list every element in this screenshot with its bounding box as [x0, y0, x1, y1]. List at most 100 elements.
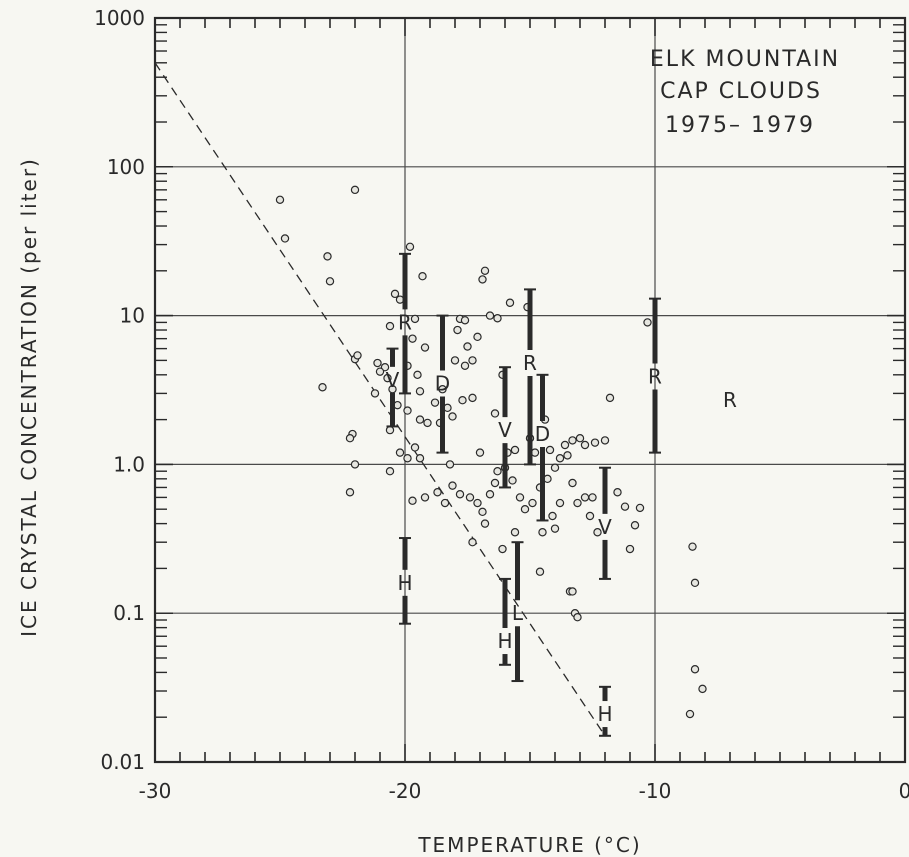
y-tick-label: 1.0: [113, 452, 145, 476]
data-point: [643, 318, 652, 327]
data-point: [548, 511, 557, 521]
data-point: [275, 195, 285, 205]
data-point: [508, 476, 517, 485]
data-point: [568, 478, 577, 488]
data-point: [280, 234, 290, 243]
data-point: [698, 684, 707, 694]
data-point: [573, 498, 582, 508]
data-point: [550, 463, 560, 472]
data-point: [613, 488, 622, 497]
x-axis-title: TEMPERATURE (°C): [417, 833, 641, 857]
range-bar-label: V: [598, 515, 612, 539]
x-tick-label: -10: [639, 779, 672, 803]
data-point: [573, 612, 582, 622]
data-point: [385, 321, 395, 331]
data-point: [420, 343, 430, 352]
data-point: [323, 252, 332, 261]
data-point: [580, 440, 590, 450]
data-point: [433, 488, 442, 497]
data-point: [590, 438, 600, 447]
data-point: [510, 528, 520, 537]
data-point: [625, 544, 635, 554]
data-point: [568, 587, 577, 596]
data-point: [498, 544, 507, 554]
data-point: [493, 467, 502, 476]
data-point: [420, 493, 430, 502]
extra-labels: R: [723, 388, 737, 412]
annotation-line-1: ELK MOUNTAIN: [650, 47, 840, 72]
data-point: [535, 567, 545, 576]
data-point: [480, 519, 490, 528]
data-point: [473, 332, 482, 342]
data-point: [405, 242, 415, 251]
data-point: [430, 398, 440, 407]
data-point: [350, 185, 360, 195]
data-point: [690, 578, 700, 588]
data-point: [388, 385, 397, 394]
range-bar-label: D: [535, 422, 550, 446]
y-tick-label: 1000: [94, 6, 145, 30]
data-point: [440, 498, 450, 508]
data-point: [460, 361, 470, 370]
data-point: [490, 478, 500, 488]
data-point: [370, 389, 380, 398]
data-point: [485, 311, 495, 320]
data-point: [375, 367, 385, 376]
data-point: [520, 504, 530, 514]
x-tick-label: -20: [389, 779, 422, 803]
data-point: [528, 498, 537, 508]
data-point: [458, 396, 467, 405]
data-point: [415, 454, 425, 463]
data-point: [455, 490, 465, 499]
data-point: [415, 415, 425, 424]
data-point: [550, 524, 560, 533]
data-point: [480, 266, 490, 276]
data-point: [410, 314, 420, 324]
data-point: [345, 433, 355, 443]
data-point: [445, 460, 455, 469]
data-point: [395, 448, 405, 457]
range-bar-label: R: [523, 351, 537, 375]
y-tick-label: 10: [120, 304, 145, 328]
data-point: [555, 454, 565, 463]
data-point: [688, 542, 697, 551]
data-point: [468, 393, 477, 403]
data-point: [478, 275, 487, 284]
range-bar-label: H: [597, 702, 612, 726]
plot-frame: [153, 16, 907, 764]
range-bar-label: H: [497, 629, 512, 653]
data-point: [585, 511, 595, 521]
data-point: [450, 356, 460, 365]
y-tick-labels: 0.01 0.1 1.0 10 100 1000: [94, 6, 145, 774]
data-point: [563, 451, 572, 460]
data-point: [580, 493, 590, 502]
data-point: [448, 481, 457, 490]
data-point: [468, 356, 477, 365]
data-point: [515, 493, 525, 502]
data-point: [685, 709, 695, 719]
data-point: [475, 448, 485, 457]
y-tick-label: 0.01: [100, 750, 145, 774]
data-point: [620, 502, 630, 511]
y-tick-label: 100: [107, 155, 145, 179]
data-point: [383, 373, 392, 383]
range-bar-label: D: [435, 371, 450, 395]
y-axis-title: ICE CRYSTAL CONCENTRATION (per liter): [17, 157, 41, 637]
data-point: [485, 490, 495, 499]
data-point: [690, 665, 700, 674]
axis-ticks: [154, 17, 906, 763]
y-tick-label: 0.1: [113, 601, 145, 625]
data-point: [463, 342, 472, 351]
data-point: [560, 440, 570, 450]
data-point: [635, 503, 645, 513]
data-point: [630, 521, 640, 530]
data-point: [465, 493, 475, 502]
range-bar-label: V: [386, 368, 400, 392]
data-point: [318, 383, 327, 392]
data-point: [415, 387, 425, 396]
data-point: [478, 507, 487, 517]
data-point: [605, 393, 615, 403]
